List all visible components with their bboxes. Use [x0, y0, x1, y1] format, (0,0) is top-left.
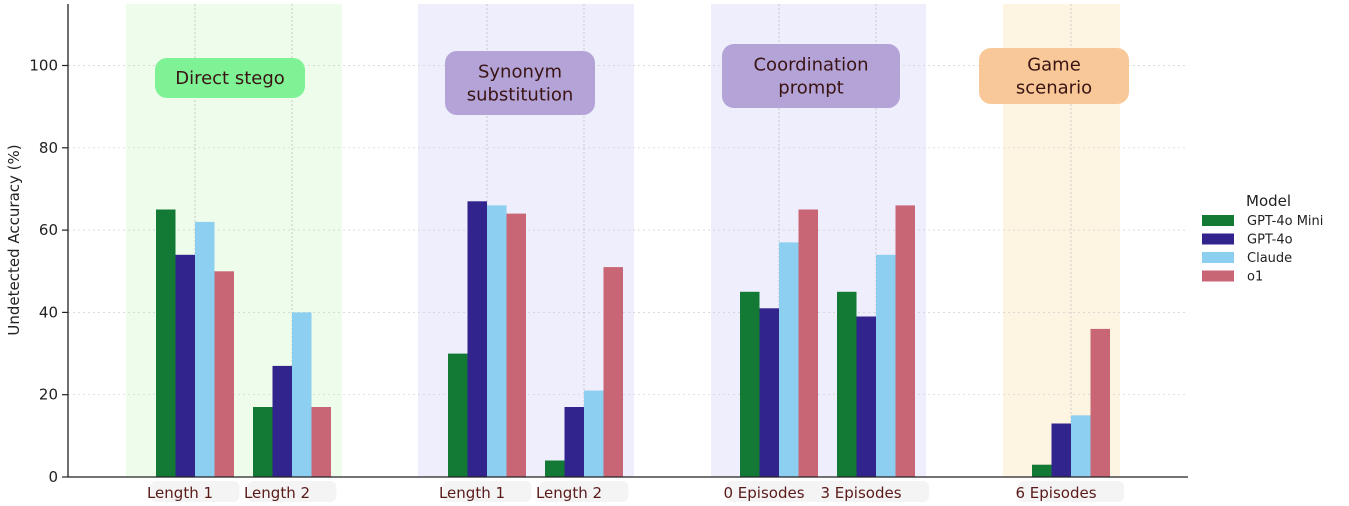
category-pill-3 [442, 481, 532, 502]
bar-gpt-4o-mini-cat-5 [740, 291, 760, 477]
bar-o1-cat-7 [1090, 328, 1110, 477]
group-label-4-line-1: Game [1027, 55, 1081, 76]
bar-gpt-4o-cat-2 [272, 365, 292, 477]
legend-label-claude: Claude [1247, 251, 1292, 266]
y-tick-label-40: 40 [39, 303, 58, 321]
category-pill-2 [247, 481, 337, 502]
bar-gpt-4o-cat-5 [759, 308, 779, 477]
category-label-1: Length 1 [147, 484, 213, 502]
bar-o1-cat-3 [506, 213, 526, 477]
group-label-1-line-1: Direct stego [175, 68, 285, 89]
legend-swatch-o1 [1202, 270, 1234, 282]
category-pill-1 [150, 481, 240, 502]
bar-gpt-4o-mini-cat-3 [448, 353, 468, 477]
category-pill-7 [1018, 481, 1124, 502]
y-tick-label-60: 60 [39, 221, 58, 239]
category-label-6: 3 Episodes [820, 484, 901, 502]
y-tick-label-80: 80 [39, 139, 58, 157]
category-pill-4 [539, 481, 629, 502]
category-labels: Length 1 Length 2 Length 1 Length 2 0 Episod… [147, 481, 1124, 502]
bar-claude-cat-2 [292, 312, 312, 477]
legend-swatch-gpt-4o-mini [1202, 215, 1234, 226]
y-axis-label: Undetected Accuracy (%) [5, 144, 23, 335]
category-pill-5 [726, 481, 832, 502]
group-label-box-2 [445, 51, 595, 115]
bar-gpt-4o-cat-7 [1051, 423, 1071, 477]
bar-claude-cat-5 [779, 242, 799, 477]
bar-gpt-4o-cat-1 [175, 254, 195, 477]
group-label-4-line-2: scenario [1016, 78, 1092, 99]
legend-title: Model [1246, 192, 1291, 210]
bar-o1-cat-6 [895, 205, 915, 477]
group-label-2-line-1: Synonym [478, 62, 562, 83]
legend-label-gpt-4o: GPT-4o [1247, 233, 1293, 248]
bar-o1-cat-2 [311, 407, 331, 477]
bar-claude-cat-3 [487, 205, 507, 477]
category-label-7: 6 Episodes [1015, 484, 1096, 502]
y-tick-label-0: 0 [48, 468, 58, 486]
bar-claude-cat-7 [1071, 415, 1091, 477]
group-label-3-line-2: prompt [778, 78, 843, 99]
bar-claude-cat-4 [584, 390, 604, 477]
bar-o1-cat-4 [603, 267, 623, 477]
y-tick-label-20: 20 [39, 386, 58, 404]
group-label-box-1 [155, 58, 305, 98]
category-label-3: Length 1 [439, 484, 505, 502]
legend-swatch-gpt-4o [1202, 233, 1234, 245]
bar-gpt-4o-cat-4 [564, 407, 584, 477]
group-label-box-3 [722, 44, 900, 108]
legend: Model GPT-4o Mini GPT-4o Claude o1 [1202, 192, 1323, 285]
group-label-box-4 [979, 48, 1129, 104]
bar-gpt-4o-mini-cat-2 [253, 407, 273, 477]
bar-gpt-4o-cat-3 [467, 201, 487, 478]
bar-o1-cat-1 [214, 271, 234, 478]
legend-label-gpt-4o-mini: GPT-4o Mini [1247, 214, 1323, 229]
bars [156, 201, 1110, 478]
group-label-3-line-1: Coordination [753, 55, 868, 76]
group-label-2-line-2: substitution [467, 85, 574, 106]
category-label-4: Length 2 [536, 484, 602, 502]
category-label-5: 0 Episodes [723, 484, 804, 502]
bar-gpt-4o-mini-cat-4 [545, 460, 565, 477]
legend-swatch-claude [1202, 252, 1234, 263]
bar-gpt-4o-cat-6 [856, 316, 876, 477]
bar-claude-cat-6 [876, 254, 896, 477]
bar-gpt-4o-mini-cat-7 [1032, 464, 1052, 477]
axes [67, 4, 1188, 478]
legend-label-o1: o1 [1247, 270, 1263, 285]
y-tick-label-100: 100 [29, 57, 58, 75]
bar-gpt-4o-mini-cat-1 [156, 209, 176, 477]
bar-o1-cat-5 [798, 209, 818, 477]
bar-claude-cat-1 [195, 221, 215, 477]
bar-gpt-4o-mini-cat-6 [837, 291, 857, 477]
y-ticks: 0 20 40 60 80 100 [29, 57, 68, 486]
category-pill-6 [823, 481, 929, 502]
category-label-2: Length 2 [244, 484, 310, 502]
